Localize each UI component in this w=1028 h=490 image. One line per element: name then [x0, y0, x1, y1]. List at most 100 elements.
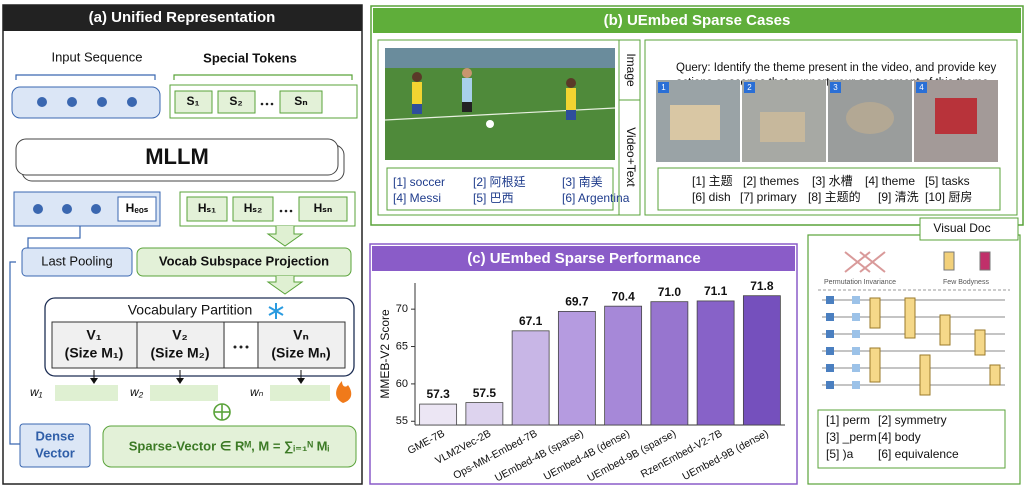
qubit — [852, 347, 860, 355]
token-box — [217, 90, 256, 114]
frame-number-box — [830, 82, 841, 93]
doc-token: [2] symmetry — [878, 413, 947, 427]
token-label: Sₙ — [294, 94, 307, 108]
panel-c-header — [372, 246, 795, 271]
gate — [989, 364, 1001, 386]
qubit — [826, 347, 834, 355]
value-label: 71.1 — [704, 284, 728, 298]
partition-size: (Size M₂) — [150, 345, 209, 361]
value-label: 57.3 — [426, 387, 450, 401]
y-tick-label: 55 — [396, 415, 408, 427]
qubit — [826, 313, 834, 321]
image-token: [2] 阿根廷 — [473, 175, 526, 189]
players — [412, 68, 576, 128]
ellipsis — [260, 102, 274, 106]
input-sequence-box — [11, 86, 161, 119]
bar — [511, 330, 550, 426]
partition-name: Vₙ — [293, 327, 309, 343]
chart-title: (c) UEmbed Sparse Performance — [467, 250, 700, 267]
weight-bar — [150, 385, 218, 401]
doc-icon — [844, 251, 886, 273]
bar — [465, 402, 504, 426]
image-token: [6] Argentina — [562, 191, 630, 205]
frame-number-box — [658, 82, 669, 93]
token-box — [117, 196, 157, 222]
arrow — [266, 226, 304, 247]
dense-vector-label: Vector — [35, 445, 75, 460]
gate — [919, 354, 931, 396]
doc-token: [1] perm — [826, 413, 870, 427]
frame-number: 3 — [833, 83, 838, 92]
value-label: 69.7 — [565, 295, 589, 309]
token-dots — [37, 97, 137, 107]
frame-number-box — [916, 82, 927, 93]
y-axis-label: MMEB-V2 Score — [378, 309, 392, 399]
video-token: [9] 清洗 — [878, 190, 919, 204]
panel-b-title: (b) UEmbed Sparse Cases — [604, 12, 791, 29]
doc-tokens-box — [817, 409, 1006, 469]
doc-token: [5] )a — [826, 447, 854, 461]
video-token: [5] tasks — [925, 174, 970, 188]
value-label: 70.4 — [611, 289, 635, 303]
video-token: [1] 主题 — [692, 174, 733, 188]
video-tokens-box — [657, 167, 1001, 211]
weight-label: w₁ — [30, 385, 43, 399]
token-label: S₂ — [229, 94, 242, 108]
dense-vector-box — [19, 423, 91, 468]
partition-name: V₁ — [86, 327, 101, 343]
last-pooling-label: Last Pooling — [41, 253, 113, 268]
dense-vector-label: Dense — [35, 428, 74, 443]
gate — [869, 297, 881, 329]
video-token: [10] 厨房 — [925, 189, 972, 204]
value-label: 57.5 — [473, 386, 497, 400]
panel-b-header — [373, 8, 1021, 33]
video-token: [2] themes — [743, 174, 799, 188]
input-sequence-label: Input Sequence — [51, 49, 142, 64]
ellipsis — [233, 345, 249, 349]
video-token: [6] dish — [692, 190, 731, 204]
doc-icon — [943, 251, 955, 271]
qubit — [826, 296, 834, 304]
mllm-label: MLLM — [145, 144, 209, 169]
ellipsis — [279, 209, 293, 213]
mllm-box — [15, 138, 339, 176]
partition-cells — [51, 321, 346, 369]
fire-icon — [336, 381, 352, 403]
video-token: [8] 主题的 — [808, 189, 861, 204]
video-frames — [656, 80, 998, 162]
video-token: [3] 水槽 — [812, 174, 853, 188]
frame-number: 4 — [919, 83, 924, 92]
arrowheads — [90, 378, 305, 384]
image-token: [4] Messi — [393, 191, 441, 205]
gate — [904, 297, 916, 339]
token-label: Hₛ₂ — [244, 201, 263, 215]
qubit — [852, 296, 860, 304]
image-token: [3] 南美 — [562, 174, 603, 189]
partition-title: Vocabulary Partition — [128, 302, 253, 318]
y-tick-label: 65 — [396, 340, 408, 352]
frame-number-box — [744, 82, 755, 93]
gate — [974, 329, 986, 356]
doc-circuit — [822, 296, 1005, 396]
sparse-vector-label: Sparse-Vector ∈ Rᴹ, M = ∑ᵢ₌₁ᴺ Mᵢ — [129, 438, 330, 453]
bar — [696, 300, 735, 426]
y-tick-label: 60 — [396, 378, 408, 390]
visual-doc-tab: Visual Doc — [933, 221, 990, 235]
gate — [869, 347, 881, 383]
qubit — [852, 381, 860, 389]
partition-name: V₂ — [172, 327, 188, 343]
bar — [419, 403, 458, 426]
sparse-vector-box — [102, 425, 357, 468]
qubit — [852, 313, 860, 321]
frame-number: 2 — [747, 83, 752, 92]
tab — [618, 99, 641, 216]
panel-a — [2, 4, 363, 485]
token-box — [298, 196, 348, 222]
image-token: [1] soccer — [393, 175, 445, 189]
qubit — [826, 330, 834, 338]
token-box — [174, 90, 213, 114]
token-label: Hₑₒₛ — [126, 201, 149, 215]
doc-token: [6] equivalence — [878, 447, 959, 461]
